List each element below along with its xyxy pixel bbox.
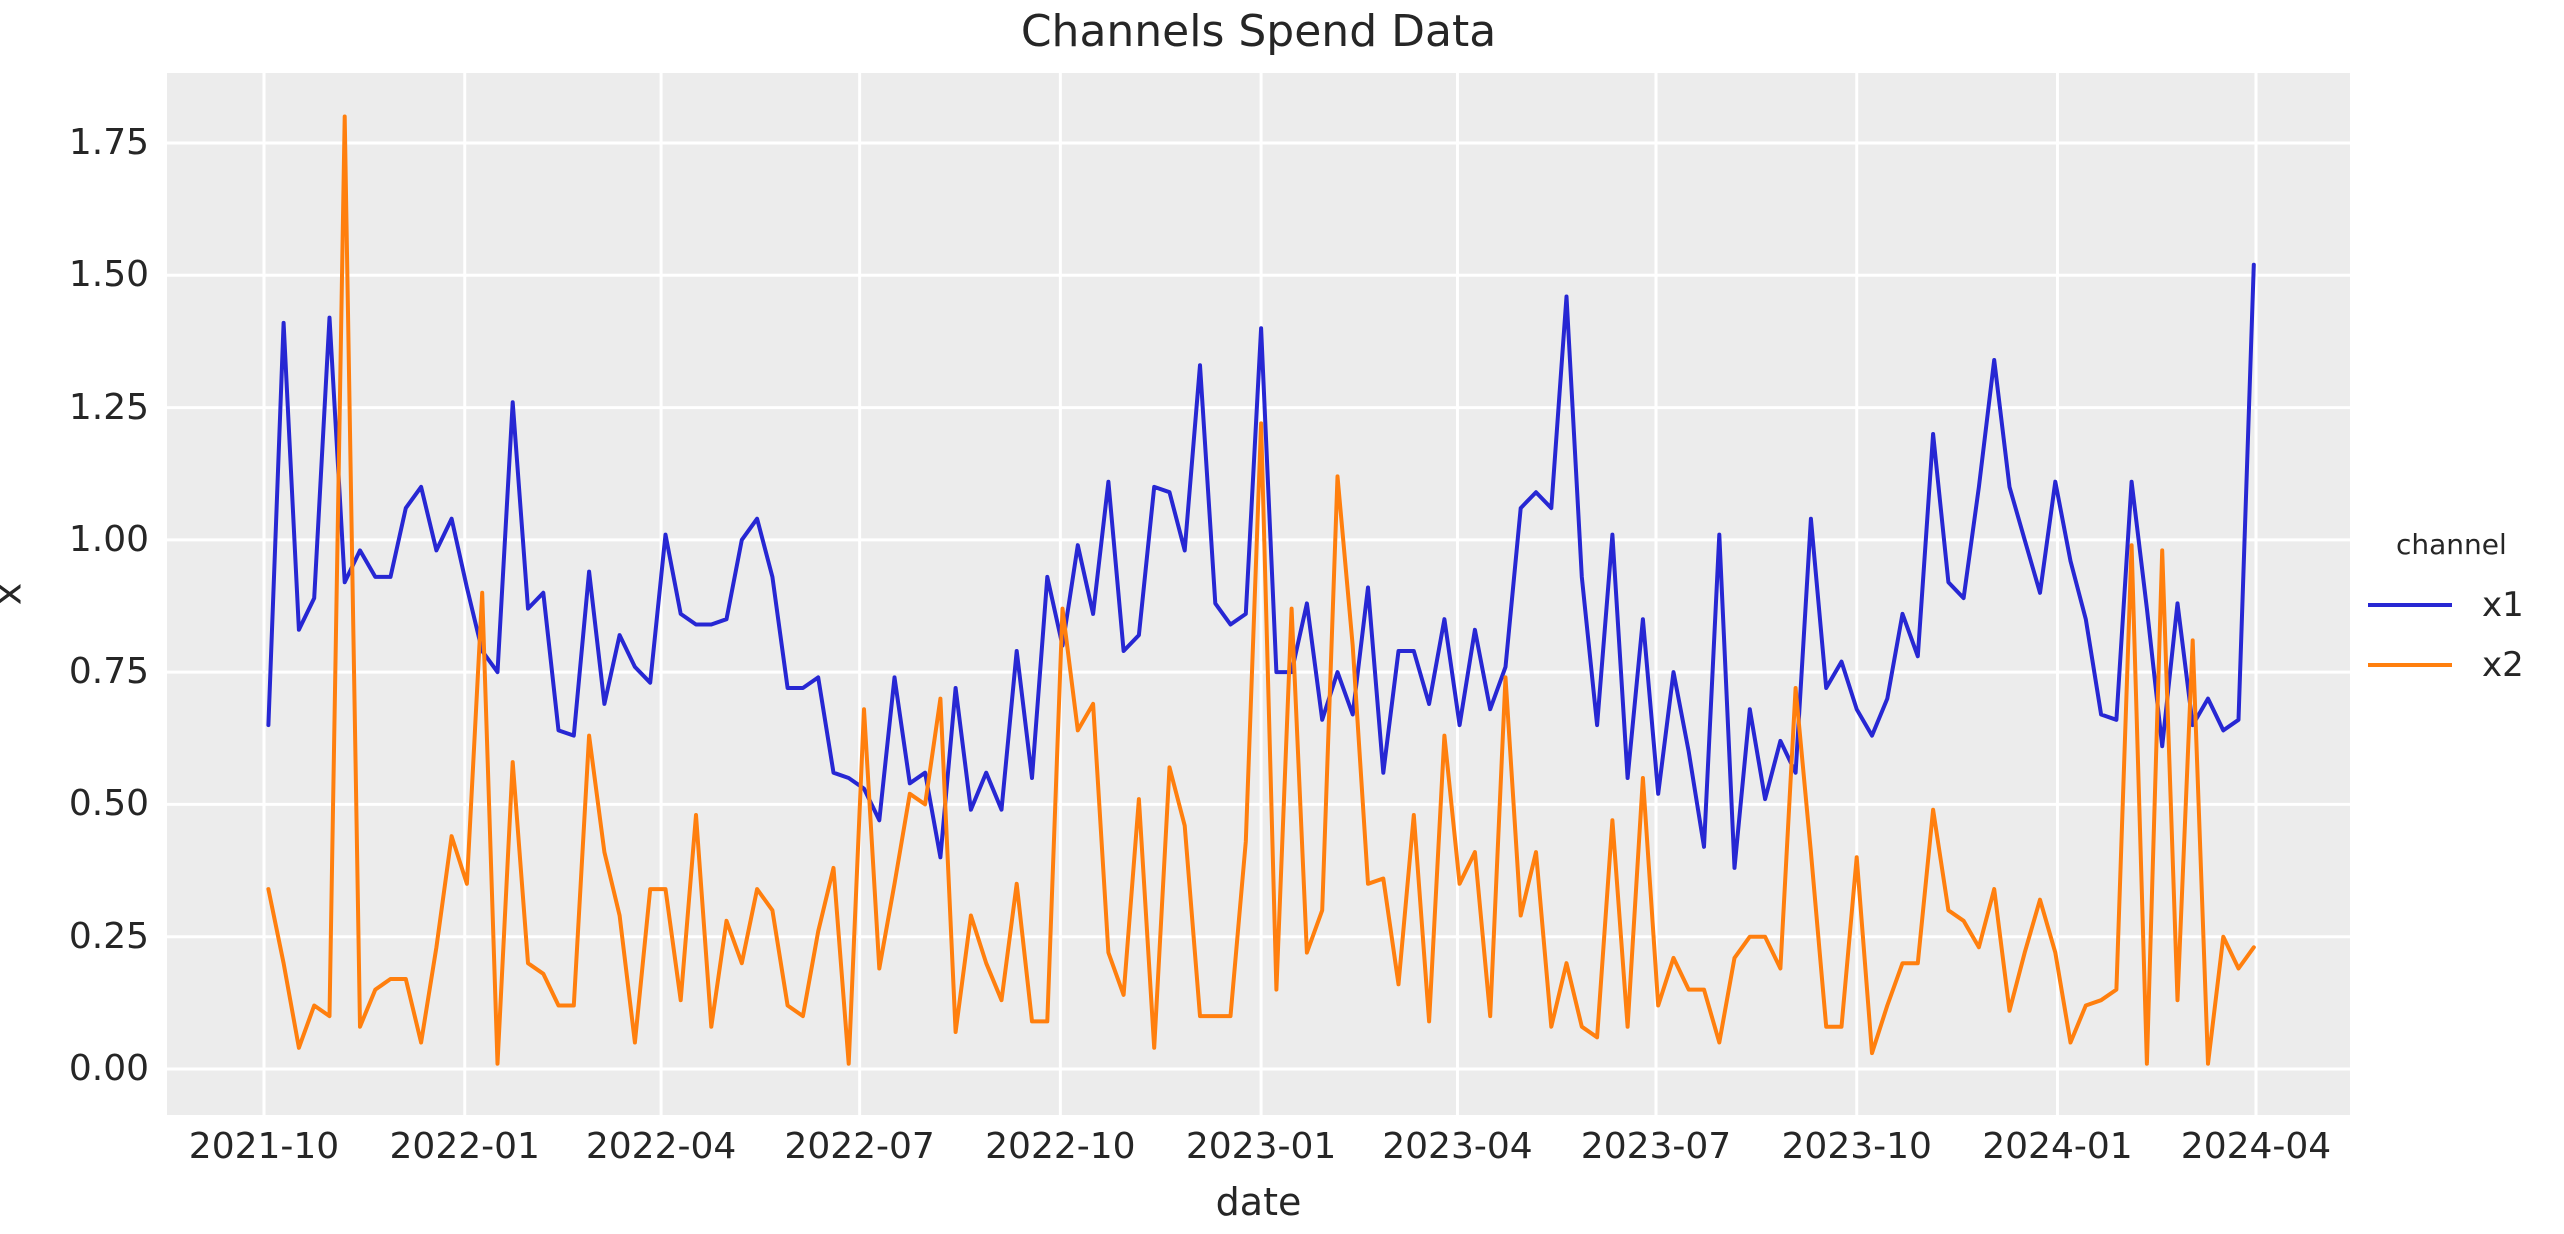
y-tick-label: 0.75	[68, 651, 149, 693]
x-tick-label: 2023-10	[1781, 1126, 1932, 1167]
plot-area	[167, 73, 2350, 1115]
y-tick-label: 0.00	[68, 1048, 149, 1089]
y-tick-label: 1.75	[68, 122, 149, 163]
x-tick-label: 2023-07	[1580, 1126, 1732, 1167]
legend-entry-x2: x2	[2368, 635, 2558, 695]
x-tick-label: 2024-04	[2180, 1126, 2332, 1167]
x-tick-label: 2022-07	[784, 1126, 935, 1167]
y-tick-label: 0.25	[68, 915, 149, 957]
series-line-x1	[266, 262, 2256, 870]
series-line-x2	[266, 114, 2256, 1066]
y-tick-label: 1.25	[68, 386, 149, 428]
x-tick-label: 2022-01	[389, 1126, 540, 1167]
legend-swatch-x1	[2368, 603, 2452, 607]
plot-canvas	[167, 73, 2350, 1115]
x-axis-label: date	[1215, 1180, 1302, 1224]
legend: channel x1 x2	[2368, 528, 2558, 695]
legend-title: channel	[2396, 528, 2507, 561]
y-tick-label: 0.50	[68, 783, 149, 825]
x-tick-label: 2022-10	[985, 1126, 1136, 1167]
y-tick-label: 1.00	[68, 518, 149, 560]
x-tick-label: 2021-10	[188, 1126, 340, 1167]
x-tick-label: 2023-01	[1185, 1126, 1337, 1167]
legend-label-x1: x1	[2482, 585, 2524, 625]
legend-swatch-x2	[2368, 663, 2452, 667]
x-tick-label: 2022-04	[585, 1126, 737, 1167]
x-tick-label: 2024-01	[1982, 1126, 2133, 1167]
y-axis-label: x	[0, 583, 29, 606]
legend-label-x2: x2	[2482, 645, 2524, 685]
legend-entry-x1: x1	[2368, 575, 2558, 635]
plot-background	[167, 73, 2350, 1115]
y-tick-label: 1.50	[68, 254, 149, 296]
chart-title: Channels Spend Data	[1020, 6, 1497, 57]
x-tick-label: 2023-04	[1382, 1126, 1533, 1167]
